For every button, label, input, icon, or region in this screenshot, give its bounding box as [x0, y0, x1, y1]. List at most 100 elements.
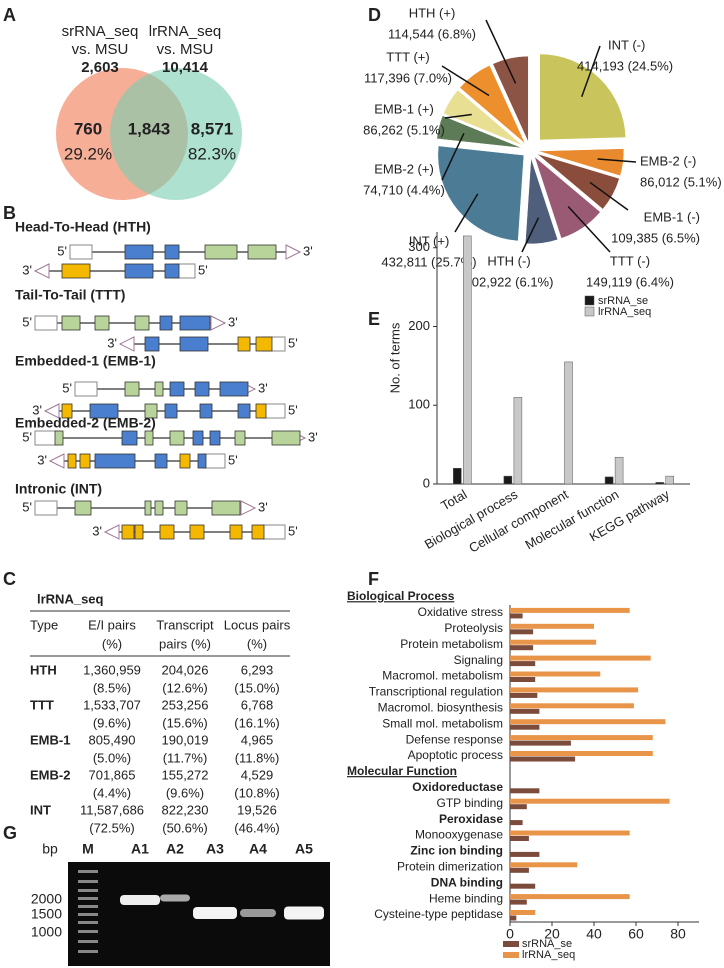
- exon: [159, 524, 175, 540]
- table-cell: 1,533,707: [83, 697, 141, 712]
- bar: [510, 899, 527, 905]
- pie-slice: [492, 55, 529, 143]
- exon: [174, 500, 188, 516]
- strand-end: 3': [303, 243, 313, 258]
- exon: [61, 263, 91, 279]
- legend-label: srRNA_se: [598, 295, 648, 307]
- bar: [513, 397, 523, 485]
- y-tick-label: 100: [408, 397, 430, 412]
- bar: [510, 788, 540, 794]
- table-cell: (15.0%): [234, 680, 280, 695]
- venn-set-name: lrRNA_seq: [149, 23, 222, 40]
- exon: [74, 500, 92, 516]
- y-tick-label: 300: [408, 239, 430, 254]
- exon: [255, 336, 273, 352]
- x-tick-label: 60: [628, 926, 644, 942]
- table-cell: (10.8%): [234, 785, 280, 800]
- exon: [271, 430, 301, 446]
- table-header: E/I pairs: [88, 617, 136, 632]
- category-label: Molecular Function: [347, 764, 457, 778]
- strand-end: 3': [32, 402, 42, 417]
- strand-end: 3': [258, 499, 268, 514]
- exon: [124, 244, 154, 260]
- table-cell: (8.5%): [93, 680, 131, 695]
- table-cell: 6,768: [241, 697, 274, 712]
- gel-unit: bp: [42, 841, 58, 857]
- venn-count: 760: [74, 119, 102, 138]
- ladder-band: [78, 930, 98, 933]
- table-cell: 11,587,686: [80, 802, 144, 817]
- table-cell: (16.1%): [234, 715, 280, 730]
- table-cell: (9.6%): [93, 715, 131, 730]
- category-label: Proteolysis: [444, 621, 503, 635]
- pie-slice: [436, 115, 523, 149]
- pie-slice: [536, 153, 620, 210]
- structure-title: Intronic (INT): [15, 481, 102, 497]
- y-tick-label: 0: [423, 475, 430, 490]
- exon: [192, 430, 204, 446]
- table-cell: (50.6%): [162, 820, 208, 835]
- strand-end: 3': [258, 380, 268, 395]
- bar: [510, 851, 540, 857]
- category-label: Apoptotic process: [408, 748, 503, 762]
- strand-end: 3': [22, 262, 32, 277]
- panel-label: G: [3, 823, 17, 843]
- legend-label: srRNA_se: [522, 938, 572, 950]
- bar: [510, 862, 578, 868]
- table-cell: 6,293: [241, 662, 274, 677]
- bar: [510, 820, 523, 826]
- table-header: (%): [247, 636, 267, 651]
- bar: [604, 476, 614, 485]
- bar: [510, 804, 527, 810]
- ladder-band: [78, 905, 98, 908]
- category-label: Protein metabolism: [400, 637, 503, 651]
- bar: [510, 639, 597, 645]
- utr-arrow: [43, 403, 60, 419]
- pie-value-label: 432,811 (25.7%): [381, 254, 476, 269]
- x-tick-label: Total: [438, 487, 469, 514]
- strand-end: 3': [228, 314, 238, 329]
- category-label: Oxidoreductase: [412, 780, 503, 794]
- structure-title: Embedded-2 (EMB-2): [15, 415, 156, 431]
- bar: [510, 661, 536, 667]
- table-header: (%): [102, 636, 122, 651]
- category-label: Signaling: [454, 653, 503, 667]
- strand-end: 5': [22, 429, 32, 444]
- bar: [564, 361, 573, 485]
- utr-arrow: [48, 453, 65, 469]
- table-header: Locus pairs: [224, 617, 291, 632]
- table-cell: EMB-2: [30, 767, 70, 782]
- table-cell: (12.6%): [162, 680, 208, 695]
- category-label: Macromol. metabolism: [382, 669, 503, 683]
- bar: [510, 836, 529, 841]
- legend-swatch: [584, 306, 595, 317]
- leader-line: [581, 45, 601, 98]
- strand-end: 5': [22, 499, 32, 514]
- pie-label: HTH (-): [487, 253, 530, 268]
- bar: [510, 623, 594, 629]
- strand-end: 3': [107, 335, 117, 350]
- pie-label: INT (+): [409, 233, 450, 248]
- bar: [510, 703, 634, 709]
- strand-end: 5': [62, 380, 72, 395]
- pie-value-label: 117,396 (7.0%): [364, 70, 452, 85]
- category-label: GTP binding: [437, 796, 504, 810]
- panel-label: D: [368, 5, 381, 25]
- exon: [197, 453, 207, 469]
- bar: [510, 883, 536, 889]
- leader-line: [454, 193, 479, 233]
- table-cell: 19,526: [237, 802, 277, 817]
- table-cell: INT: [30, 802, 51, 817]
- exon: [179, 453, 191, 469]
- bar: [510, 894, 630, 900]
- exon: [124, 381, 140, 397]
- pie-label: EMB-1 (+): [374, 101, 434, 116]
- pie-label: EMB-2 (-): [640, 153, 696, 168]
- bar: [503, 475, 513, 485]
- utr-arrow: [103, 524, 120, 540]
- pie-label: EMB-2 (+): [374, 161, 434, 176]
- lane-label: A2: [166, 841, 184, 857]
- marker-label: 2000: [31, 891, 62, 907]
- table-cell: 155,272: [162, 767, 209, 782]
